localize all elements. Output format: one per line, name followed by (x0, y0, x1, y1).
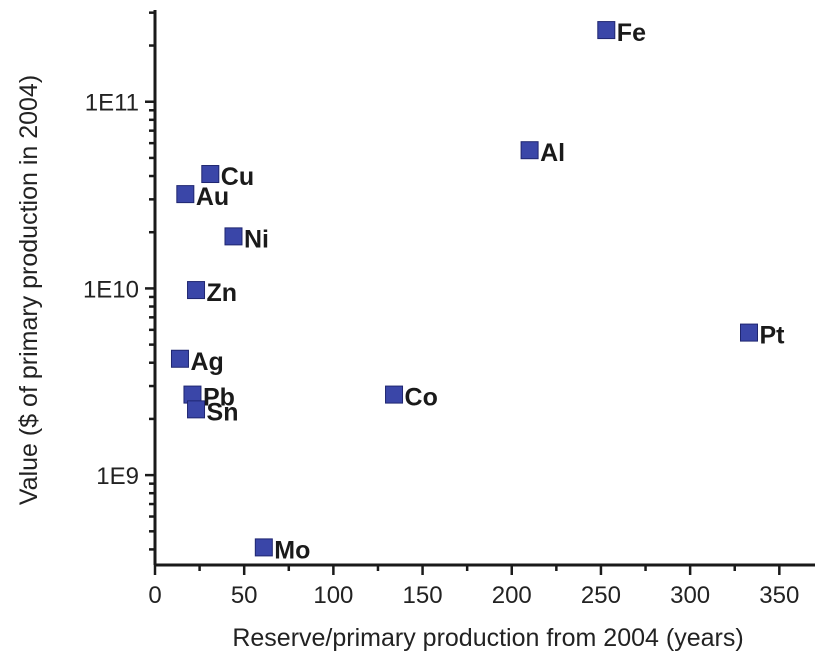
x-tick-label: 350 (759, 582, 799, 609)
point-marker-co (385, 385, 404, 404)
x-ticks: 0 50 100 150 200 250 300 350 (148, 565, 799, 609)
point-marker-fe (597, 21, 616, 40)
x-tick-label: 250 (581, 582, 621, 609)
x-tick-label: 0 (148, 582, 161, 609)
point-label-co: Co (405, 384, 438, 412)
y-axis-title: Value ($ of primary production in 2004) (15, 75, 43, 505)
point-label-pt: Pt (760, 322, 786, 350)
point-label-ag: Ag (190, 348, 223, 376)
point-label-ni: Ni (244, 225, 269, 253)
point-marker-ni (224, 227, 243, 246)
point-label-zn: Zn (207, 279, 238, 307)
point-label-al: Al (540, 139, 565, 167)
y-tick-label: 1E10 (83, 276, 139, 303)
point-marker-zn (187, 281, 206, 300)
x-tick-label: 50 (231, 582, 258, 609)
point-marker-sn (187, 400, 206, 419)
x-tick-label: 200 (492, 582, 532, 609)
point-marker-cu (201, 165, 220, 184)
y-tick-label: 1E11 (85, 90, 139, 117)
point-marker-mo (254, 538, 273, 557)
x-tick-label: 100 (313, 582, 353, 609)
point-label-mo: Mo (274, 536, 310, 564)
point-marker-pt (740, 323, 758, 342)
point-label-pb: Pb (203, 384, 235, 412)
point-label-au: Au (196, 183, 229, 211)
point-label-sn: Sn (207, 398, 239, 426)
point-marker-ag (170, 349, 189, 368)
y-ticks: 1E9 1E10 1E11 (83, 11, 155, 551)
point-label-cu: Cu (221, 163, 254, 191)
point-label-fe: Fe (617, 19, 646, 47)
x-tick-label: 150 (403, 582, 443, 609)
x-axis-title: Reserve/primary production from 2004 (ye… (232, 624, 743, 652)
point-marker-al (520, 141, 539, 160)
point-marker-au (176, 185, 195, 204)
axes (153, 10, 815, 567)
x-tick-label: 300 (670, 582, 710, 609)
y-tick-label: 1E9 (96, 463, 139, 490)
